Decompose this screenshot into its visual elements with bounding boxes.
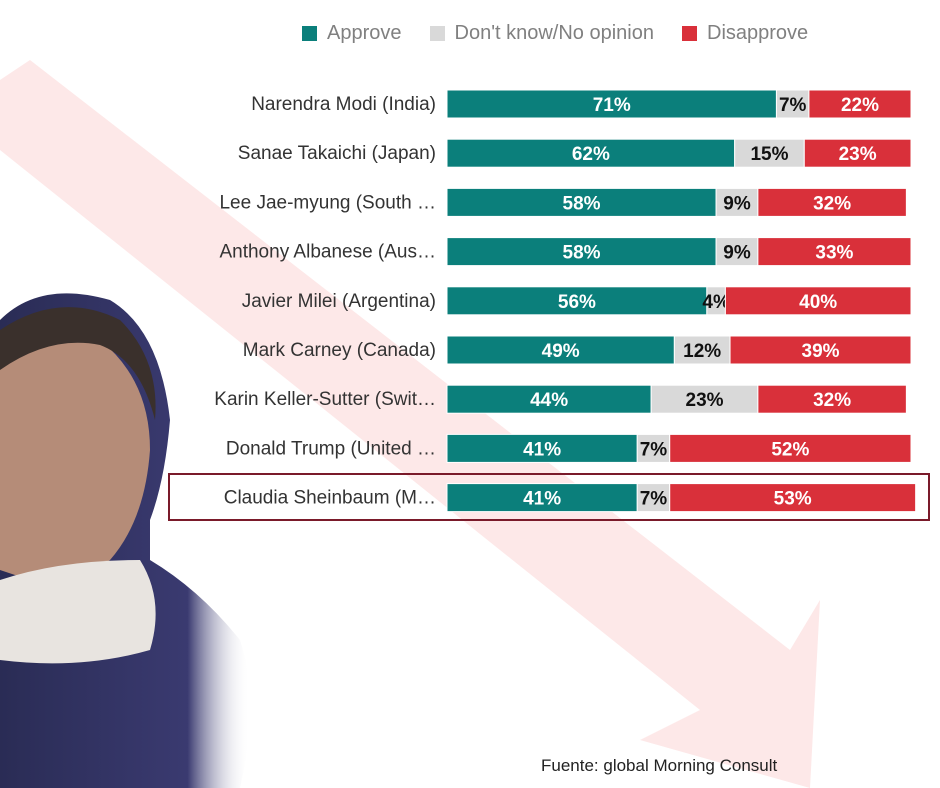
- data-label: 7%: [640, 439, 668, 460]
- bar-segment: [446, 483, 638, 513]
- bar-segment: [715, 187, 759, 217]
- data-label: 40%: [799, 292, 837, 313]
- bar-segment: [757, 237, 912, 267]
- category-label: Mark Carney (Canada): [243, 340, 436, 361]
- legend-swatch: [429, 26, 445, 41]
- legend-swatch: [302, 26, 317, 41]
- data-label: 32%: [813, 390, 851, 411]
- bar-segment: [636, 433, 671, 463]
- bar-segment: [446, 433, 638, 463]
- bar-segment: [757, 384, 907, 414]
- data-label: 58%: [563, 243, 601, 264]
- data-label: 22%: [841, 95, 879, 116]
- data-label: 53%: [774, 489, 812, 510]
- bar-segment: [669, 483, 917, 513]
- bar-segment: [808, 89, 912, 119]
- bar-segment: [734, 138, 805, 168]
- bar-segment: [650, 384, 759, 414]
- data-label: 62%: [572, 144, 610, 165]
- data-label: 58%: [563, 193, 601, 214]
- data-label: 23%: [839, 144, 877, 165]
- category-label: Donald Trump (United …: [226, 438, 436, 459]
- data-label: 52%: [771, 439, 809, 460]
- data-label: 9%: [723, 193, 751, 214]
- data-label: 56%: [558, 292, 596, 313]
- bar-segment: [673, 335, 731, 365]
- bar-segment: [757, 187, 907, 217]
- legend-label: Approve: [327, 22, 402, 44]
- bar-segment: [669, 433, 912, 463]
- data-label: 71%: [593, 95, 631, 116]
- data-label: 44%: [530, 390, 568, 411]
- highlight-box: [168, 473, 930, 521]
- data-label: 7%: [640, 489, 668, 510]
- legend-label: Don't know/No opinion: [454, 22, 655, 44]
- category-label: Lee Jae-myung (South …: [219, 192, 436, 213]
- bar-segment: [446, 89, 777, 119]
- down-arrow-watermark: [0, 60, 820, 788]
- data-label: 23%: [686, 390, 724, 411]
- bar-segment: [446, 286, 708, 316]
- bar-segment: [729, 335, 912, 365]
- category-label: Karin Keller-Sutter (Swit…: [214, 389, 436, 410]
- data-label: 7%: [779, 95, 807, 116]
- data-label: 33%: [815, 243, 853, 264]
- bar-segment: [636, 483, 671, 513]
- data-label: 12%: [683, 341, 721, 362]
- data-label: 15%: [750, 144, 788, 165]
- category-label: Javier Milei (Argentina): [242, 291, 436, 312]
- data-label: 9%: [723, 243, 751, 264]
- category-label: Narendra Modi (India): [251, 94, 436, 115]
- data-label: 32%: [813, 193, 851, 214]
- bar-segment: [724, 286, 912, 316]
- legend-item-approve: Approve: [302, 22, 402, 45]
- bar-segment: [446, 335, 675, 365]
- data-label: 4%: [702, 292, 730, 313]
- data-label: 39%: [802, 341, 840, 362]
- data-label: 49%: [542, 341, 580, 362]
- category-label: Sanae Takaichi (Japan): [238, 143, 436, 164]
- bar-segment: [446, 237, 717, 267]
- category-label: Anthony Albanese (Aus…: [219, 242, 436, 263]
- bar-segment: [446, 138, 736, 168]
- legend: Approve Don't know/No opinion Disapprove: [302, 22, 836, 45]
- category-label: Claudia Sheinbaum (M…: [224, 488, 436, 509]
- legend-item-dont-know: Don't know/No opinion: [429, 22, 655, 45]
- bar-segment: [803, 138, 912, 168]
- legend-label: Disapprove: [707, 22, 809, 44]
- person-photo: [0, 293, 250, 788]
- legend-swatch: [682, 26, 697, 41]
- source-note: Fuente: global Morning Consult: [541, 756, 778, 775]
- bar-segment: [775, 89, 810, 119]
- data-label: 41%: [523, 439, 561, 460]
- legend-item-disapprove: Disapprove: [682, 22, 808, 45]
- data-label: 41%: [523, 489, 561, 510]
